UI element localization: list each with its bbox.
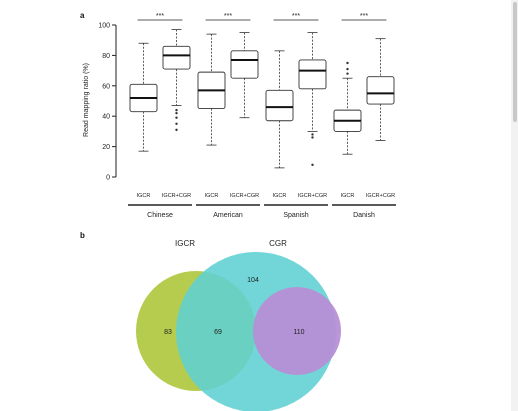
y-tick-label: 0 (106, 175, 110, 182)
group-label: Spanish (283, 212, 308, 219)
group-label: Danish (353, 212, 375, 219)
outlier-point (175, 111, 178, 115)
venn-region-igcr-only: 83 (164, 329, 172, 336)
outlier-point (346, 67, 349, 71)
y-axis-label: Read mapping ratio (%) (83, 63, 90, 137)
venn-region-inner: 110 (293, 329, 304, 336)
venn-set-label-igcr: IGCR (175, 239, 195, 248)
scrollbar-thumb[interactable] (513, 2, 517, 122)
x-tick-label: IGCR+CGR (366, 193, 395, 199)
x-tick-label: IGCR (137, 193, 151, 199)
x-tick-label: IGCR+CGR (162, 193, 191, 199)
x-tick-label: IGCR (341, 193, 355, 199)
y-tick-label: 100 (98, 23, 110, 30)
box (162, 45, 191, 70)
outlier-point (175, 128, 178, 132)
x-tick-label: IGCR (273, 193, 287, 199)
outlier-point (311, 163, 314, 167)
group-label: American (213, 212, 243, 219)
venn-circle-inner (253, 287, 341, 375)
x-tick-label: IGCR (205, 193, 219, 199)
x-tick-label: IGCR+CGR (298, 193, 327, 199)
significance-label: *** (224, 13, 232, 20)
y-tick-label: 80 (102, 53, 110, 60)
outlier-point (175, 116, 178, 119)
y-axis: 0 20 40 60 80 100 (98, 23, 117, 182)
outlier-point (175, 108, 178, 112)
panel-b-label: b (80, 231, 85, 240)
y-tick-label: 20 (102, 144, 110, 151)
box (298, 59, 327, 90)
outlier-point (175, 122, 178, 126)
box (230, 50, 259, 79)
venn-set-label-cgr: CGR (269, 239, 287, 248)
outlier-point (346, 72, 349, 75)
significance-label: *** (292, 13, 300, 20)
significance-label: *** (156, 13, 164, 20)
outlier-point (346, 61, 349, 65)
x-axis-labels: IGCR IGCR+CGR Chinese IGCR IGCR+CGR American I… (128, 193, 396, 219)
box (265, 89, 294, 122)
venn-panel: b IGCR CGR 83 69 104 110 (80, 231, 341, 411)
vertical-scrollbar[interactable] (511, 0, 518, 411)
venn-region-igcr-cgr: 69 (214, 329, 222, 336)
group-label: Chinese (147, 212, 173, 219)
boxplot-panel: a Read mapping ratio (%) 0 20 40 60 80 100 **… (80, 11, 396, 219)
y-tick-label: 60 (102, 83, 110, 90)
venn-region-cgr-only: 104 (247, 277, 259, 284)
outlier-point (311, 136, 314, 139)
outlier-point (311, 133, 314, 136)
box (366, 76, 395, 105)
panel-a-label: a (80, 11, 85, 20)
y-tick-label: 40 (102, 114, 110, 121)
box-series: *** *** *** *** (129, 13, 395, 169)
significance-label: *** (360, 13, 368, 20)
x-tick-label: IGCR+CGR (230, 193, 259, 199)
